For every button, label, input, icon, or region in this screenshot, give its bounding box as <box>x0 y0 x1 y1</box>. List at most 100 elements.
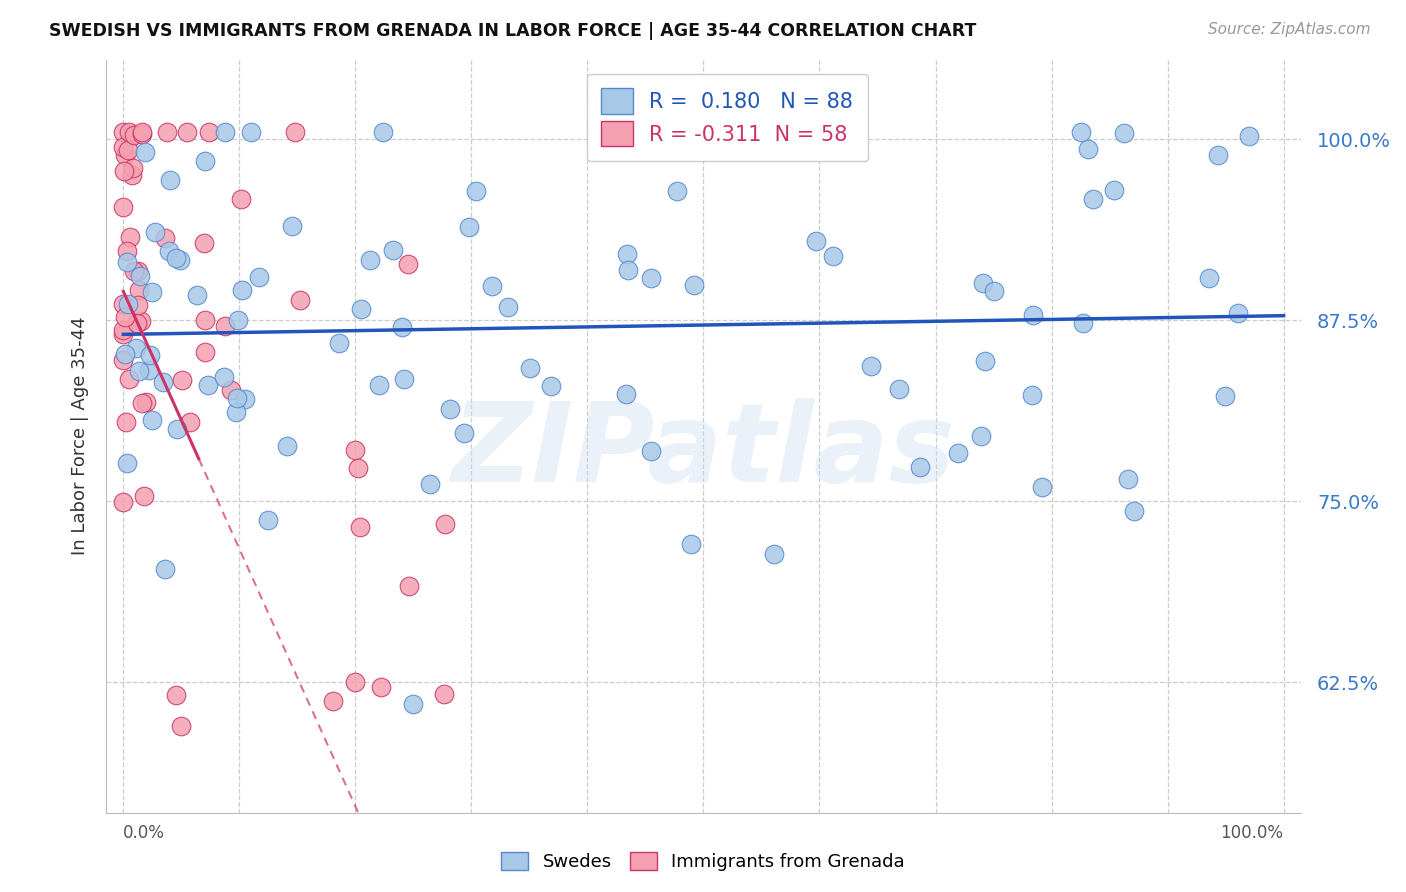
Point <box>276 439 298 453</box>
Point <box>152 376 174 390</box>
Point <box>1021 388 1043 402</box>
Point <box>972 276 994 290</box>
Point <box>1102 183 1125 197</box>
Point <box>114 310 136 324</box>
Point <box>419 476 441 491</box>
Point <box>1226 306 1249 320</box>
Point <box>373 125 395 139</box>
Point <box>433 516 456 531</box>
Point <box>1116 472 1139 486</box>
Point <box>496 300 519 314</box>
Point <box>823 249 845 263</box>
Point <box>197 377 219 392</box>
Point <box>118 125 141 139</box>
Point <box>439 401 461 416</box>
Point <box>157 244 180 258</box>
Point <box>129 313 152 327</box>
Point <box>128 283 150 297</box>
Point <box>131 125 153 139</box>
Point <box>118 372 141 386</box>
Point <box>194 345 217 359</box>
Point <box>170 719 193 733</box>
Point <box>1070 125 1092 139</box>
Point <box>392 372 415 386</box>
Point <box>121 168 143 182</box>
Point <box>194 154 217 169</box>
Point <box>172 373 194 387</box>
Point <box>127 316 149 330</box>
Point <box>679 536 702 550</box>
Point <box>1123 504 1146 518</box>
Point <box>280 219 302 234</box>
Point <box>640 271 662 285</box>
Point <box>1208 148 1230 162</box>
Text: 0.0%: 0.0% <box>124 824 165 842</box>
Point <box>138 348 160 362</box>
Point <box>1022 308 1045 322</box>
Point <box>1071 316 1094 330</box>
Point <box>186 288 208 302</box>
Point <box>350 301 373 316</box>
Point <box>166 422 188 436</box>
Text: SWEDISH VS IMMIGRANTS FROM GRENADA IN LABOR FORCE | AGE 35-44 CORRELATION CHART: SWEDISH VS IMMIGRANTS FROM GRENADA IN LA… <box>49 22 977 40</box>
Point <box>665 184 688 198</box>
Point <box>165 251 187 265</box>
Point <box>231 192 253 206</box>
Point <box>453 425 475 440</box>
Point <box>117 143 139 157</box>
Point <box>117 456 139 470</box>
Point <box>257 513 280 527</box>
Point <box>128 363 150 377</box>
Point <box>143 225 166 239</box>
Point <box>127 297 149 311</box>
Point <box>115 244 138 258</box>
Point <box>141 285 163 300</box>
Point <box>1213 389 1236 403</box>
Point <box>614 387 637 401</box>
Point <box>616 247 638 261</box>
Point <box>156 125 179 139</box>
Point <box>1237 129 1260 144</box>
Point <box>288 293 311 307</box>
Point <box>122 264 145 278</box>
Point <box>131 396 153 410</box>
Point <box>225 391 247 405</box>
Point <box>948 445 970 459</box>
Point <box>114 415 136 429</box>
Point <box>179 416 201 430</box>
Point <box>112 297 135 311</box>
Point <box>398 257 420 271</box>
Point <box>970 429 993 443</box>
Point <box>347 461 370 475</box>
Point <box>194 313 217 327</box>
Point <box>1077 142 1099 156</box>
Point <box>112 164 135 178</box>
Point <box>370 680 392 694</box>
Point <box>165 688 187 702</box>
Point <box>887 382 910 396</box>
Point <box>540 379 562 393</box>
Point <box>134 145 156 159</box>
Point <box>112 495 135 509</box>
Point <box>117 297 139 311</box>
Point <box>402 697 425 711</box>
Text: 100.0%: 100.0% <box>1220 824 1284 842</box>
Point <box>1198 271 1220 285</box>
Point <box>240 125 263 139</box>
Point <box>112 323 135 337</box>
Point <box>155 562 177 576</box>
Point <box>762 547 785 561</box>
Point <box>231 283 253 297</box>
Point <box>640 443 662 458</box>
Point <box>284 125 307 139</box>
Point <box>804 235 827 249</box>
Point <box>138 362 160 376</box>
Point <box>458 219 481 234</box>
Point <box>343 442 366 457</box>
Point <box>322 693 344 707</box>
Point <box>328 336 350 351</box>
Point <box>368 378 391 392</box>
Point <box>983 285 1005 299</box>
Point <box>344 675 367 690</box>
Text: Source: ZipAtlas.com: Source: ZipAtlas.com <box>1208 22 1371 37</box>
